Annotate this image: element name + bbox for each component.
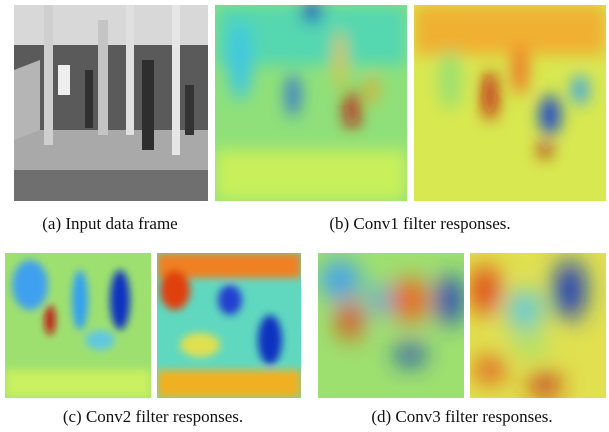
conv2-heatmap-2 <box>157 253 301 398</box>
caption: (c) Conv2 filter responses. <box>63 407 243 426</box>
conv3-heatmap-1 <box>318 253 464 398</box>
caption: (b) Conv1 filter responses. <box>329 214 510 233</box>
caption: (a) Input data frame <box>42 214 177 233</box>
conv1-heatmap-1 <box>215 5 407 201</box>
caption: (d) Conv3 filter responses. <box>371 407 552 426</box>
input-frame <box>14 5 208 201</box>
conv1-heatmap-2 <box>414 5 606 201</box>
conv3-heatmap-2 <box>470 253 606 398</box>
conv2-heatmap-1 <box>5 253 151 398</box>
